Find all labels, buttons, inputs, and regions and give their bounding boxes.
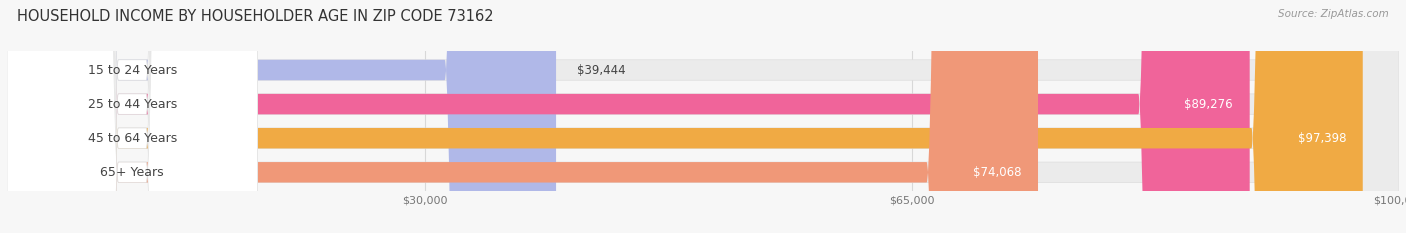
FancyBboxPatch shape	[7, 0, 1038, 233]
FancyBboxPatch shape	[7, 0, 257, 233]
FancyBboxPatch shape	[7, 0, 1250, 233]
Text: $74,068: $74,068	[973, 166, 1021, 179]
FancyBboxPatch shape	[7, 0, 555, 233]
FancyBboxPatch shape	[7, 0, 257, 233]
FancyBboxPatch shape	[7, 0, 1399, 233]
FancyBboxPatch shape	[7, 0, 1399, 233]
Text: HOUSEHOLD INCOME BY HOUSEHOLDER AGE IN ZIP CODE 73162: HOUSEHOLD INCOME BY HOUSEHOLDER AGE IN Z…	[17, 9, 494, 24]
Text: Source: ZipAtlas.com: Source: ZipAtlas.com	[1278, 9, 1389, 19]
FancyBboxPatch shape	[7, 0, 257, 233]
FancyBboxPatch shape	[7, 0, 1362, 233]
Text: $39,444: $39,444	[576, 64, 626, 76]
FancyBboxPatch shape	[7, 0, 257, 233]
Text: 25 to 44 Years: 25 to 44 Years	[87, 98, 177, 111]
Text: 45 to 64 Years: 45 to 64 Years	[87, 132, 177, 145]
Text: 65+ Years: 65+ Years	[100, 166, 165, 179]
Text: $97,398: $97,398	[1298, 132, 1346, 145]
FancyBboxPatch shape	[7, 0, 1399, 233]
Text: $89,276: $89,276	[1184, 98, 1233, 111]
FancyBboxPatch shape	[7, 0, 1399, 233]
Text: 15 to 24 Years: 15 to 24 Years	[87, 64, 177, 76]
